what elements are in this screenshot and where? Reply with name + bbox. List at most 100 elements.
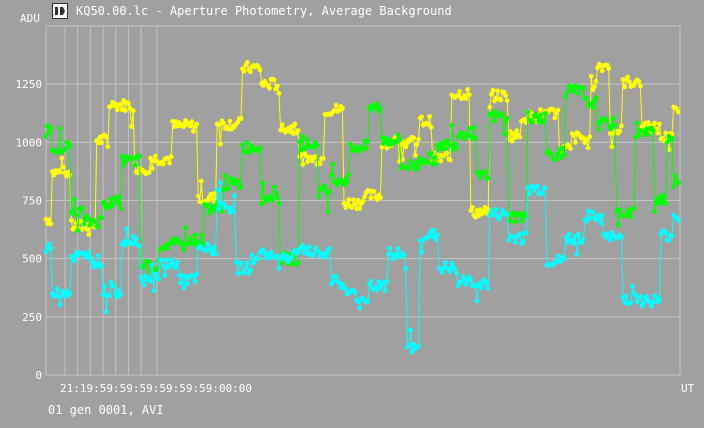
data-point	[639, 124, 645, 129]
data-point	[346, 172, 352, 178]
data-point	[322, 255, 328, 260]
data-point	[634, 299, 640, 305]
data-point	[623, 293, 629, 299]
y-tick-label: 750	[22, 195, 42, 208]
data-point	[327, 189, 333, 195]
data-point	[571, 241, 577, 246]
data-point	[626, 79, 632, 84]
data-point	[511, 131, 516, 137]
data-point	[114, 107, 120, 113]
data-point	[355, 299, 361, 304]
data-point	[523, 230, 529, 236]
data-point	[194, 121, 200, 127]
data-point	[160, 161, 166, 167]
data-point	[340, 281, 345, 287]
data-point	[95, 224, 101, 230]
data-point	[270, 197, 276, 203]
data-point	[133, 236, 139, 242]
data-point	[67, 172, 73, 178]
data-point	[622, 84, 627, 90]
data-point	[584, 137, 589, 143]
data-point	[571, 89, 577, 95]
data-point	[102, 283, 107, 289]
data-point	[330, 161, 336, 167]
data-point	[619, 123, 624, 129]
data-point	[194, 272, 200, 277]
data-point	[433, 237, 439, 242]
data-point	[395, 246, 401, 251]
data-point	[57, 302, 63, 308]
data-point	[593, 78, 599, 84]
data-point	[447, 269, 453, 274]
data-point	[141, 282, 147, 288]
data-point	[343, 205, 348, 210]
data-point	[137, 153, 142, 159]
data-point	[563, 93, 569, 99]
y-tick-label: 1000	[16, 136, 43, 149]
data-point	[173, 264, 179, 270]
data-point	[271, 184, 277, 190]
data-point	[466, 92, 472, 97]
data-point	[227, 118, 233, 124]
data-point	[365, 298, 371, 304]
data-point	[431, 155, 437, 160]
y-tick-label: 250	[22, 311, 42, 324]
data-point	[365, 138, 371, 144]
data-point	[636, 79, 642, 84]
data-point	[110, 203, 115, 208]
data-point	[276, 266, 282, 271]
data-point	[517, 231, 523, 236]
data-point	[655, 130, 661, 136]
data-point	[92, 219, 98, 225]
data-point	[393, 251, 399, 257]
data-point	[178, 280, 184, 286]
data-point	[504, 211, 510, 217]
data-point	[279, 259, 285, 265]
x-tick-labels: 21:19:59:59:59:59:59:59:00:00	[60, 382, 252, 395]
data-point	[195, 193, 201, 199]
series-1	[43, 83, 681, 283]
data-point	[592, 84, 597, 89]
data-point	[508, 218, 513, 224]
data-point	[72, 258, 77, 264]
data-point	[88, 255, 93, 260]
data-point	[414, 159, 420, 165]
data-point	[284, 253, 290, 259]
data-point	[400, 157, 405, 162]
data-point	[549, 151, 554, 157]
data-point	[433, 161, 439, 167]
data-point	[149, 166, 155, 171]
data-point	[555, 253, 561, 259]
data-point	[130, 108, 136, 114]
data-point	[645, 132, 651, 138]
data-point	[419, 250, 424, 255]
data-point	[208, 247, 214, 253]
data-point	[449, 260, 455, 266]
data-point	[599, 68, 605, 74]
data-point	[259, 201, 264, 207]
data-point	[590, 209, 596, 215]
data-point	[184, 281, 190, 287]
data-point	[530, 119, 535, 125]
data-point	[271, 77, 277, 83]
data-point	[649, 303, 654, 309]
data-point	[387, 137, 393, 143]
data-point	[411, 135, 417, 141]
data-point	[406, 343, 412, 349]
data-point	[48, 221, 54, 227]
data-point	[663, 201, 669, 207]
data-point	[86, 232, 92, 237]
axis-layer: ADU UT 21:19:59:59:59:59:59:59:00:00 0 25…	[16, 12, 695, 395]
data-point	[427, 114, 432, 119]
data-point	[118, 206, 123, 211]
data-point	[105, 144, 111, 150]
data-point	[100, 292, 106, 297]
data-point	[387, 246, 393, 251]
data-point	[527, 191, 532, 197]
data-point	[393, 139, 399, 145]
data-point	[428, 124, 434, 130]
data-point	[137, 243, 142, 249]
data-point	[666, 147, 672, 152]
data-point	[384, 145, 390, 151]
